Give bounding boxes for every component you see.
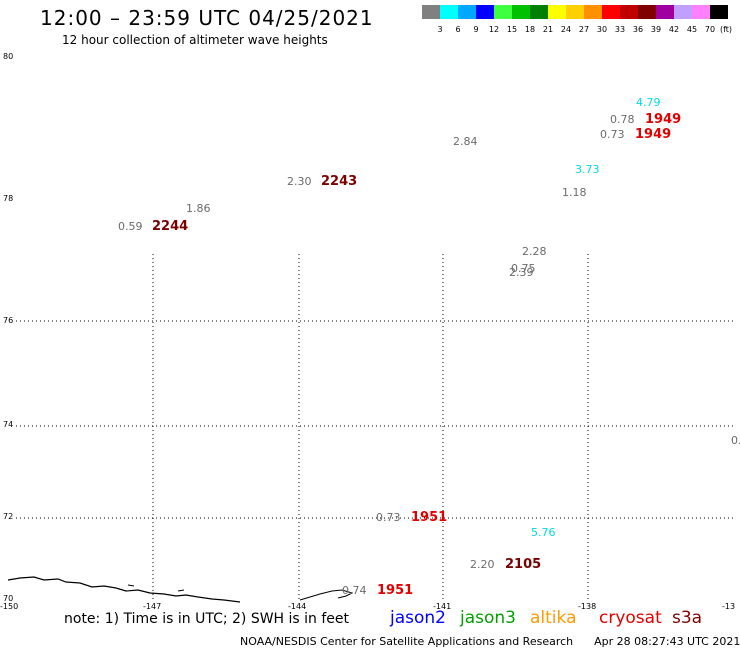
pass-time-label: 1949 [645, 112, 682, 127]
wave-height-value: 2.84 [453, 135, 478, 148]
legend-unit: (ft) [719, 25, 733, 34]
page-title: 12:00 – 23:59 UTC 04/25/2021 [40, 6, 374, 30]
legend-label: 24 [560, 25, 572, 34]
legend-swatch [512, 5, 530, 19]
legend-label: 18 [524, 25, 536, 34]
wave-height-value: 0.74 [342, 584, 367, 597]
satellite-jason2: jason2 [390, 608, 446, 628]
latitude-label: 72 [3, 512, 14, 521]
latitude-label: 76 [3, 316, 14, 325]
pass-time-label: 2244 [152, 219, 189, 234]
note-text: note: 1) Time is in UTC; 2) SWH is in fe… [64, 611, 350, 627]
pass-time-label: 1949 [635, 127, 672, 142]
satellite-s3a: s3a [672, 608, 703, 628]
pass-time-label: 1951 [377, 583, 414, 598]
legend-swatch [692, 5, 710, 19]
legend-label: 6 [455, 25, 461, 34]
legend-swatch [674, 5, 692, 19]
legend-swatch [620, 5, 638, 19]
longitude-label: -147 [143, 602, 162, 611]
footer-timestamp: Apr 28 08:27:43 UTC 2021 [594, 635, 740, 648]
legend-label: 21 [542, 25, 554, 34]
legend-swatch [548, 5, 566, 19]
wave-height-value: 0.75 [511, 262, 536, 275]
legend-label: 70 [704, 25, 716, 34]
latitude-label: 70 [3, 594, 14, 603]
satellite-altika: altika [530, 608, 577, 628]
pass-time-label: 2105 [505, 557, 542, 572]
wave-height-value: 0.73 [376, 511, 401, 524]
legend-label: 3 [437, 25, 443, 34]
coastline-islands [127, 584, 354, 601]
legend-swatch [494, 5, 512, 19]
coastline [7, 576, 241, 603]
wave-height-value: 4.79 [636, 96, 661, 109]
wave-height-value: 2.20 [470, 558, 495, 571]
longitude-label: -141 [433, 602, 452, 611]
wave-height-value: 2.39 [509, 266, 534, 279]
legend-swatch [566, 5, 584, 19]
longitude-label: -13 [722, 602, 736, 611]
satellite-jason3: jason3 [460, 608, 516, 628]
latitude-label: 80 [3, 52, 14, 61]
longitude-label: -150 [0, 602, 19, 611]
latitude-label: 74 [3, 420, 14, 429]
legend-label: 9 [473, 25, 479, 34]
legend-label: 15 [506, 25, 518, 34]
wave-height-value: 0. [731, 434, 740, 447]
legend-swatch [710, 5, 728, 19]
wave-height-value: 2.28 [522, 245, 547, 258]
wave-height-value: 0.59 [118, 220, 143, 233]
wave-height-value: 0.73 [600, 128, 625, 141]
wave-height-value: 2.30 [287, 175, 312, 188]
legend-swatch [602, 5, 620, 19]
wave-height-value: 1.86 [186, 202, 211, 215]
legend-swatch [584, 5, 602, 19]
legend-label: 33 [614, 25, 626, 34]
wave-height-value: 1.18 [562, 186, 587, 199]
legend-swatch [530, 5, 548, 19]
satellite-cryosat: cryosat [599, 608, 662, 628]
longitude-label: -138 [578, 602, 597, 611]
pass-time-label: 1951 [411, 510, 448, 525]
graticule [16, 254, 736, 600]
legend-label: 27 [578, 25, 590, 34]
legend-label: 36 [632, 25, 644, 34]
longitude-label: -144 [288, 602, 307, 611]
legend-swatch [656, 5, 674, 19]
footer-agency: NOAA/NESDIS Center for Satellite Applica… [240, 635, 574, 648]
legend-swatch [476, 5, 494, 19]
legend-label: 39 [650, 25, 662, 34]
wave-height-value: 0.78 [610, 113, 635, 126]
legend-swatch [422, 5, 440, 19]
footer: NOAA/NESDIS Center for Satellite Applica… [240, 635, 740, 648]
legend-label: 12 [488, 25, 500, 34]
pass-time-label: 2243 [321, 174, 358, 189]
legend-label: 42 [668, 25, 680, 34]
legend-swatch [638, 5, 656, 19]
legend-swatch [440, 5, 458, 19]
wave-height-value: 5.76 [531, 526, 556, 539]
legend-label: 30 [596, 25, 608, 34]
legend-label: 45 [686, 25, 698, 34]
latitude-label: 78 [3, 194, 14, 203]
legend-swatch [458, 5, 476, 19]
wave-height-value: 3.73 [575, 163, 600, 176]
page-subtitle: 12 hour collection of altimeter wave hei… [62, 33, 328, 47]
